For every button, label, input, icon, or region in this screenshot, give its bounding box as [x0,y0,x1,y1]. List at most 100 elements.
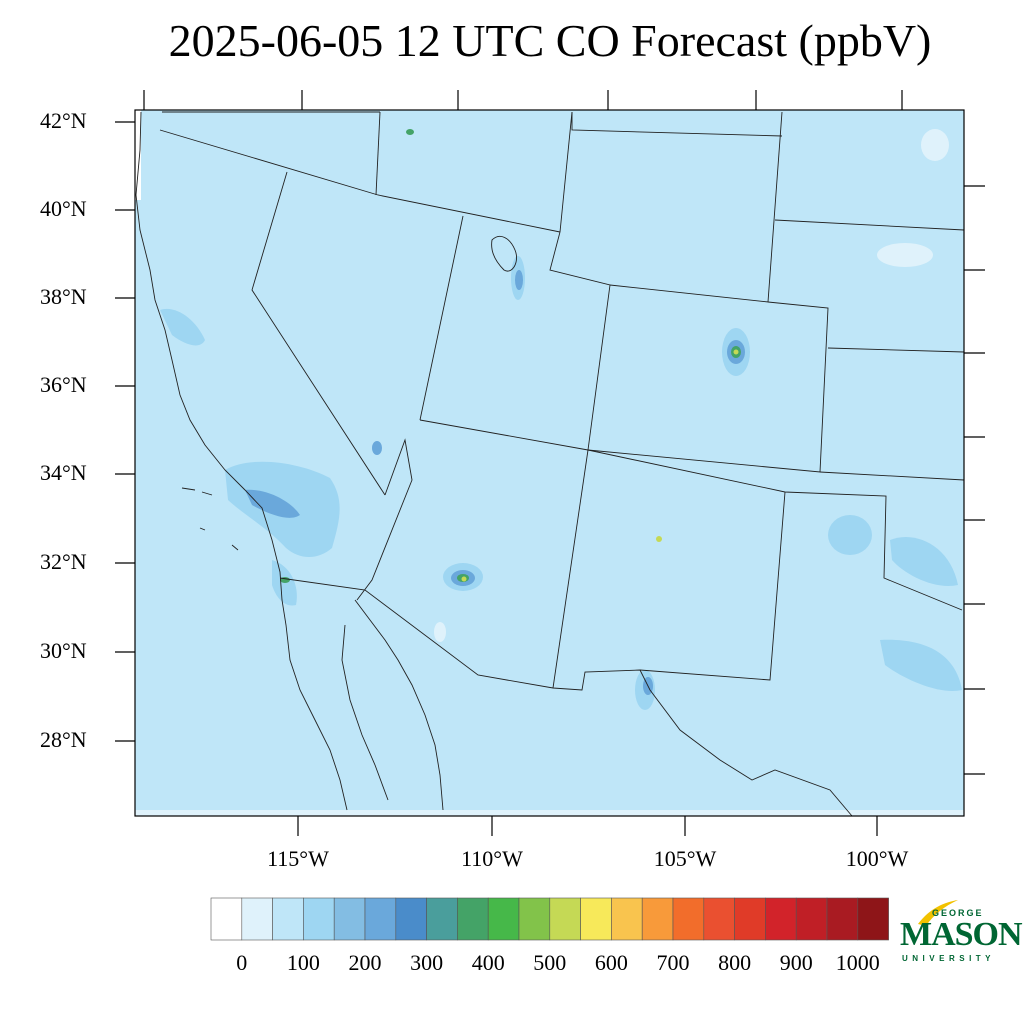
hotspot-idaho [406,129,414,135]
map-frame [134,109,965,817]
bottom-ticks [297,816,878,836]
colorbar-tick-200: 200 [348,950,382,975]
missing-data-edge [135,110,141,200]
colorbar-swatch-10 [518,897,551,941]
colorbar-swatch-5 [364,897,397,941]
ca-or-border [159,129,561,233]
wy-mt-border [571,112,783,137]
colorbar-swatch-14 [641,897,674,941]
logo-swoosh-icon [918,900,958,926]
colorbar-swatch-12 [580,897,612,941]
lon-label-100: 100°W [845,846,909,871]
colorbar-tick-100: 100 [286,950,320,975]
hotspot-denver-peak [733,349,739,355]
baja-gulf-side [341,624,389,801]
colorbar-swatch-18 [765,897,797,941]
hotspot-albuquerque-peak [656,536,662,542]
lat-label-30: 30°N [40,638,87,663]
logo-university: UNIVERSITY [902,954,996,963]
colorbar-swatch-0 [210,897,243,941]
colorbar-swatch-8 [457,897,489,941]
colorbar-swatch-11 [549,897,581,941]
colorbar-swatch-3 [303,897,335,941]
plume-oklahoma [890,537,958,586]
colorbar-swatch-16 [703,897,735,941]
colorbar-tick-700: 700 [656,950,690,975]
gulf-coast-mainland [354,599,444,811]
lat-label-28: 28°N [40,727,87,752]
lat-label-42: 42°N [40,108,87,133]
missing-data-edge-bottom [135,810,964,816]
colorbar-tick-0: 0 [236,950,248,975]
colorbar-tick-600: 600 [594,950,628,975]
colorbar-swatch-6 [395,897,427,941]
lat-ticks [115,121,135,742]
hotspot-phoenix-peak [461,576,467,582]
colorbar-tick-300: 300 [410,950,444,975]
plume-central-valley [160,308,205,346]
patch-south-dakota [921,129,949,161]
nm-tx-border [587,449,963,611]
pacific-coastline [135,111,348,811]
az-nm-border [552,449,589,689]
colorbar-swatch-19 [795,897,828,941]
colorbar-swatch-2 [272,897,304,941]
ut-az-border [419,419,589,451]
low-co-patches [434,129,949,642]
hotspot-las-vegas [372,441,382,455]
us-mexico-az [279,577,853,817]
colorbar-tick-500: 500 [533,950,567,975]
colorbar-swatch-9 [487,897,520,941]
great-salt-lake [491,236,517,272]
gmu-logo: GEORGE MASON UNIVERSITY [900,898,1023,968]
colorbar-swatch-1 [241,897,273,941]
top-ticks [143,90,903,110]
colorbar-swatch-7 [426,897,458,941]
nv-ut-border [419,215,464,421]
colorbar-swatch-15 [672,897,705,941]
hotspot-slc-core [515,270,523,290]
lat-label-36: 36°N [40,372,87,397]
boundaries [135,111,965,817]
lon-label-115: 115°W [267,846,329,871]
colorbar-tick-900: 900 [779,950,813,975]
sd-ne-border [774,219,965,231]
colorbar-swatch-13 [611,897,643,941]
plume-texas-panhandle [828,515,872,555]
nm-tx-west [639,491,786,681]
right-ticks [964,185,985,775]
ca-nv-border [251,171,386,496]
colorbar-tick-400: 400 [471,950,505,975]
peak-hotspots [461,349,739,582]
patch-nw-mexico [434,622,446,642]
ut-co-wy [549,231,611,451]
colorbar-swatch-20 [826,897,859,941]
lat-label-38: 38°N [40,284,87,309]
colorbar-tick-800: 800 [718,950,752,975]
lon-label-105: 105°W [653,846,717,871]
id-border [375,111,381,196]
lat-label-32: 32°N [40,549,87,574]
colorbar-swatch-17 [734,897,766,941]
lon-label-110: 110°W [461,846,523,871]
colorbar [210,897,889,941]
logo-mason: MASON [900,916,1023,953]
logo-george: GEORGE [932,908,984,918]
co-nm-border [819,471,965,481]
ne-ks-border [827,347,965,353]
channel-islands [181,487,239,551]
colorbar-swatch-21 [857,897,889,941]
mt-id-border [559,111,573,233]
lat-label-34: 34°N [40,460,87,485]
colorbar-swatch-4 [333,897,366,941]
page-title: 2025-06-05 12 UTC CO Forecast (ppbV) [168,15,932,66]
patch-nebraska [877,243,933,267]
ca-az-border [356,438,413,601]
co-ks-ok [587,301,829,473]
hotspot-la-basin [245,489,300,518]
plume-east-texas [880,639,962,691]
lat-label-40: 40°N [40,196,87,221]
colorbar-tick-1000: 1000 [835,950,880,975]
